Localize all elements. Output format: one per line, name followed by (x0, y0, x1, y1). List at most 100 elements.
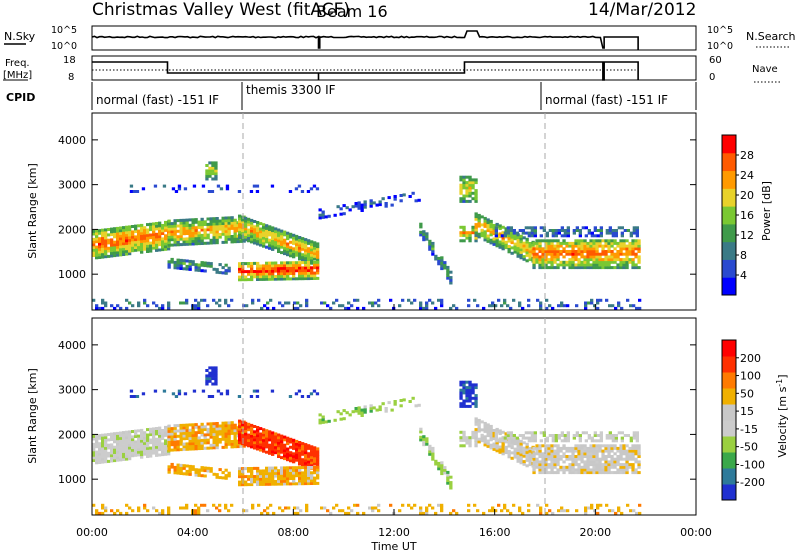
power-cell (104, 233, 108, 237)
velocity-cell (465, 391, 469, 395)
velocity-cell (575, 434, 579, 437)
velocity-cell (185, 506, 189, 510)
power-cell (128, 233, 132, 237)
power-cell (465, 233, 469, 237)
power-cell (128, 230, 132, 234)
power-cell (468, 199, 472, 203)
velocity-cell (194, 511, 198, 515)
velocity-cell (137, 453, 141, 457)
velocity-cell (101, 439, 105, 443)
power-cell (104, 241, 108, 245)
power-cell (182, 259, 186, 263)
velocity-cell (185, 472, 189, 476)
power-cell (137, 243, 141, 247)
power-cell (459, 199, 463, 203)
power-cell (262, 233, 266, 237)
power-cell (185, 224, 189, 227)
velocity-cell (206, 509, 210, 513)
velocity-cell (599, 436, 603, 440)
velocity-cell (595, 444, 599, 448)
velocity-cell (152, 432, 156, 436)
power-cell (104, 249, 108, 253)
power-cell (477, 221, 481, 225)
power-cell (104, 252, 108, 256)
power-cell (335, 298, 339, 302)
velocity-cell (310, 482, 314, 485)
velocity-cell (280, 434, 284, 438)
power-cell (200, 225, 204, 229)
xtick-label: 12:00 (378, 526, 410, 539)
velocity-cell (262, 438, 266, 442)
power-cell (571, 263, 575, 267)
velocity-cell (194, 425, 198, 429)
power-cell (200, 239, 204, 243)
power-cell (256, 229, 260, 233)
power-cell (580, 255, 584, 259)
velocity-cell (607, 455, 611, 458)
power-cell (101, 228, 105, 232)
power-cell (191, 226, 195, 230)
velocity-cell (589, 460, 593, 464)
power-cell (280, 232, 284, 236)
power-cell (544, 247, 548, 251)
power-cell (316, 258, 320, 262)
power-cell (274, 277, 278, 281)
power-cell (149, 246, 153, 250)
velocity-cell (116, 458, 120, 462)
velocity-cell (146, 433, 150, 437)
velocity-cell (266, 511, 270, 515)
power-cell (241, 229, 245, 233)
velocity-cell (310, 458, 314, 462)
velocity-cell (268, 482, 272, 486)
power-cell (428, 247, 432, 251)
power-cell (194, 239, 198, 243)
velocity-cell (532, 471, 536, 475)
power-cell (131, 304, 135, 308)
power-cell (143, 242, 147, 246)
velocity-cell (459, 396, 463, 400)
power-cell (607, 241, 611, 245)
velocity-cell (271, 442, 275, 446)
velocity-cell (107, 454, 111, 458)
velocity-cell (363, 405, 367, 409)
velocity-cell (170, 437, 174, 441)
power-cell (592, 252, 596, 256)
power-cell (506, 304, 510, 308)
velocity-cell (440, 464, 444, 467)
power-cell (101, 247, 105, 251)
velocity-cell (262, 444, 266, 448)
velocity-cell (221, 471, 225, 475)
velocity-cell (304, 453, 308, 457)
power-cell (125, 298, 129, 302)
power-cell (465, 186, 469, 190)
velocity-cell (292, 468, 296, 472)
power-cell (347, 301, 351, 305)
velocity-cell (295, 468, 299, 472)
velocity-cell (214, 374, 218, 378)
power-cell (227, 216, 231, 220)
power-cell (253, 220, 257, 223)
power-cell (587, 231, 591, 235)
power-cell (212, 230, 216, 234)
velocity-cell (554, 436, 558, 440)
power-cell (289, 246, 293, 250)
power-cell (244, 278, 248, 282)
velocity-cell (305, 506, 309, 510)
velocity-cell (446, 481, 450, 485)
velocity-cell (610, 460, 614, 464)
power-cell (501, 247, 505, 251)
velocity-cell (131, 435, 135, 439)
power-cell (256, 223, 260, 227)
power-cell (525, 259, 529, 263)
cpid-segment-2: themis 3300 IF (246, 83, 336, 97)
velocity-cell (595, 465, 599, 469)
power-cell (601, 266, 605, 270)
power-cell (286, 242, 290, 246)
power-cell (477, 219, 481, 223)
velocity-cell (474, 399, 478, 403)
power-cell (613, 266, 617, 270)
power-cell (251, 301, 255, 305)
power-cell (598, 244, 602, 248)
power-cell (164, 220, 168, 224)
velocity-cell (301, 444, 305, 448)
